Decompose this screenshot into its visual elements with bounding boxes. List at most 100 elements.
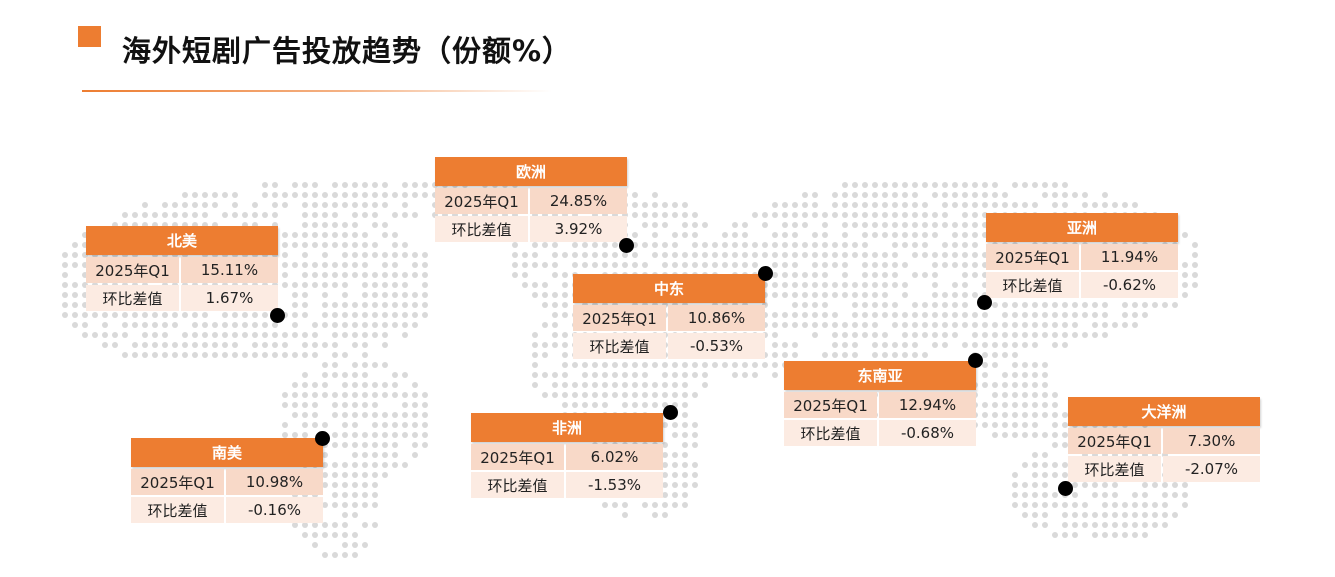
map-dot — [322, 522, 328, 528]
map-dot — [1022, 432, 1028, 438]
title-accent-square — [78, 26, 101, 47]
map-dot — [662, 222, 668, 228]
map-dot — [592, 262, 598, 268]
map-dot — [732, 362, 738, 368]
map-dot — [392, 252, 398, 258]
map-dot — [1142, 492, 1148, 498]
map-dot — [932, 212, 938, 218]
map-dot — [562, 272, 568, 278]
map-dot — [1122, 312, 1128, 318]
map-dot — [612, 362, 618, 368]
map-dot — [1032, 362, 1038, 368]
map-dot — [842, 342, 848, 348]
row-label-q1: 2025年Q1 — [131, 469, 224, 495]
map-dot — [1042, 472, 1048, 478]
map-dot — [1082, 202, 1088, 208]
map-dot — [142, 342, 148, 348]
map-dot — [1012, 482, 1018, 488]
map-dot — [882, 212, 888, 218]
map-dot — [942, 342, 948, 348]
map-dot — [782, 252, 788, 258]
map-dot — [342, 322, 348, 328]
map-dot — [182, 342, 188, 348]
map-dot — [382, 462, 388, 468]
map-dot — [192, 322, 198, 328]
map-dot — [372, 462, 378, 468]
map-dot — [402, 412, 408, 418]
map-dot — [392, 392, 398, 398]
map-dot — [572, 392, 578, 398]
map-dot — [862, 262, 868, 268]
map-dot — [372, 422, 378, 428]
map-dot — [852, 182, 858, 188]
map-dot — [402, 202, 408, 208]
map-dot — [1012, 322, 1018, 328]
map-dot — [1012, 492, 1018, 498]
map-dot — [742, 372, 748, 378]
map-dot — [862, 282, 868, 288]
map-dot — [1032, 302, 1038, 308]
map-dot — [722, 242, 728, 248]
map-dot — [632, 252, 638, 258]
map-dot — [312, 232, 318, 238]
map-dot — [802, 192, 808, 198]
map-dot — [1112, 512, 1118, 518]
map-dot — [682, 432, 688, 438]
map-dot — [232, 352, 238, 358]
map-dot — [1012, 302, 1018, 308]
map-dot — [342, 532, 348, 538]
map-dot — [312, 282, 318, 288]
map-dot — [372, 302, 378, 308]
map-dot — [642, 392, 648, 398]
map-dot — [242, 352, 248, 358]
map-dot — [782, 272, 788, 278]
map-dot — [822, 262, 828, 268]
map-dot — [812, 272, 818, 278]
map-dot — [642, 372, 648, 378]
map-dot — [512, 242, 518, 248]
map-dot — [252, 202, 258, 208]
map-dot — [1132, 202, 1138, 208]
map-dot — [332, 412, 338, 418]
map-dot — [1102, 522, 1108, 528]
region-name: 亚洲 — [986, 213, 1178, 242]
row-label-diff: 环比差值 — [986, 272, 1079, 298]
map-dot — [962, 232, 968, 238]
map-dot — [292, 302, 298, 308]
map-dot — [822, 292, 828, 298]
map-dot — [282, 252, 288, 258]
map-dot — [542, 262, 548, 268]
map-dot — [362, 262, 368, 268]
map-dot — [762, 252, 768, 258]
map-dot — [132, 212, 138, 218]
map-dot — [352, 412, 358, 418]
map-dot — [912, 272, 918, 278]
map-dot — [372, 212, 378, 218]
map-dot — [1002, 372, 1008, 378]
map-dot — [252, 332, 258, 338]
map-dot — [332, 522, 338, 528]
map-dot — [562, 392, 568, 398]
map-dot — [1182, 272, 1188, 278]
map-dot — [772, 332, 778, 338]
map-dot — [402, 212, 408, 218]
map-dot — [942, 262, 948, 268]
map-dot — [382, 182, 388, 188]
map-dot — [392, 232, 398, 238]
map-dot — [552, 322, 558, 328]
map-dot — [402, 402, 408, 408]
map-dot — [202, 212, 208, 218]
map-dot — [1022, 402, 1028, 408]
map-dot — [1032, 492, 1038, 498]
map-dot — [892, 252, 898, 258]
map-dot — [982, 372, 988, 378]
map-dot — [802, 322, 808, 328]
map-dot — [832, 262, 838, 268]
map-dot — [1042, 312, 1048, 318]
map-dot — [412, 442, 418, 448]
map-dot — [542, 372, 548, 378]
map-dot — [852, 282, 858, 288]
map-dot — [872, 312, 878, 318]
map-dot — [1062, 412, 1068, 418]
map-dot — [352, 552, 358, 558]
